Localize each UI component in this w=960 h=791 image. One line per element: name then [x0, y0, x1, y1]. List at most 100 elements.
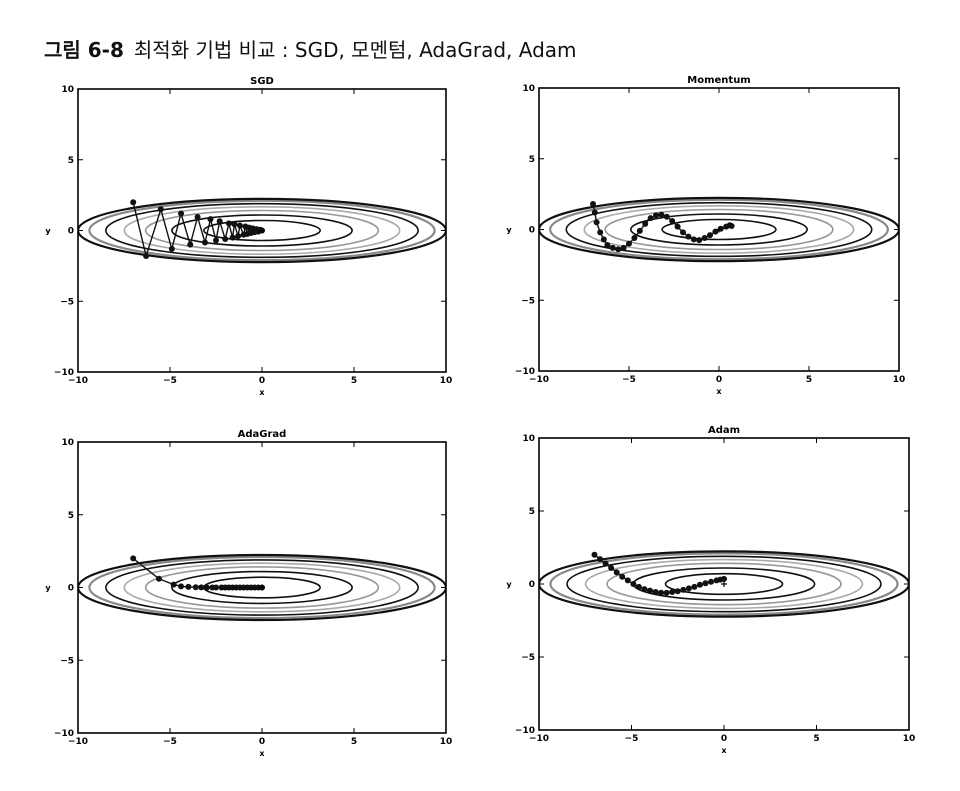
optimizer-path-point [222, 235, 229, 242]
optimizer-path-point [708, 578, 715, 585]
minimum-marker [721, 581, 727, 587]
optimizer-path-point [170, 581, 177, 588]
chart-title: SGD [250, 76, 274, 87]
y-tick-label: 0 [529, 580, 535, 590]
optimizer-path-point [636, 227, 643, 234]
optimizer-path-point [642, 220, 649, 227]
x-axis-label: x [259, 749, 265, 758]
contour-line [583, 205, 855, 254]
optimizer-path-point [590, 201, 596, 208]
optimizer-path-point [198, 584, 205, 591]
optimizer-path-point [236, 222, 243, 229]
optimizer-path-point [157, 206, 164, 213]
subplot-3: −10 −5 0 5 10 −10 −5 0 5 10 Adam x y [506, 425, 915, 755]
optimizer-path-point [653, 212, 659, 219]
y-axis-label: y [45, 584, 51, 593]
optimizer-path-point [155, 575, 162, 582]
y-tick-label: −5 [60, 656, 74, 666]
contour-line [123, 562, 401, 613]
optimizer-path-point [597, 229, 604, 236]
optimizer-path-point [647, 215, 654, 222]
contour-line [105, 202, 419, 259]
chart-title: AdaGrad [238, 429, 287, 440]
contour-line [661, 218, 777, 241]
y-tick-label: −5 [60, 297, 74, 307]
x-tick-label: 0 [259, 737, 265, 747]
x-tick-label: 10 [440, 376, 453, 386]
optimizer-path-point [235, 233, 242, 240]
y-axis-label: y [45, 227, 51, 236]
optimizer-path-point [624, 577, 631, 584]
x-tick-label: 0 [716, 375, 722, 385]
y-axis-label: y [506, 226, 512, 235]
contour-group [78, 197, 446, 264]
optimizer-path-point [216, 218, 223, 225]
y-axis-label: y [506, 580, 512, 589]
y-tick-label: 10 [61, 85, 74, 95]
optimizer-path-point [620, 244, 627, 251]
optimizer-path-point [194, 214, 201, 221]
optimizer-path-point [721, 575, 727, 582]
y-tick-label: 10 [522, 84, 535, 94]
x-tick-label: 5 [806, 375, 812, 385]
optimizer-path-point [591, 551, 598, 558]
x-tick-label: −10 [529, 375, 549, 385]
contour-line [105, 559, 419, 616]
optimizer-path-point [178, 583, 185, 590]
contour-line [606, 562, 842, 606]
y-tick-label: 5 [68, 156, 74, 166]
x-tick-label: 0 [259, 376, 265, 386]
y-tick-label: −10 [54, 729, 74, 739]
optimizer-path-point [696, 237, 703, 244]
contour-line [539, 550, 909, 618]
optimizer-path-point [680, 229, 686, 236]
optimizer-path-point [647, 587, 653, 594]
minimum-marker [259, 227, 265, 234]
x-tick-label: −5 [625, 734, 639, 744]
x-axis-label: x [259, 388, 265, 397]
x-tick-label: 5 [813, 734, 819, 744]
optimizer-path-point [604, 242, 611, 249]
y-tick-label: −10 [54, 368, 74, 378]
optimizer-path-point [591, 209, 598, 216]
optimizer-path-point [600, 236, 607, 243]
x-tick-label: −5 [163, 376, 177, 386]
contour-line [565, 201, 873, 258]
optimizer-path-point [712, 228, 719, 235]
y-tick-label: −10 [515, 367, 535, 377]
optimizer-path-point [185, 583, 192, 590]
y-tick-label: 10 [522, 434, 535, 444]
optimizer-path-point [663, 213, 670, 220]
chart-title: Momentum [687, 75, 750, 86]
optimizer-path-point [685, 233, 692, 240]
x-tick-label: 10 [903, 734, 916, 744]
optimizer-path-point [635, 583, 642, 590]
optimizer-path-point [613, 569, 620, 576]
contour-line [78, 197, 446, 264]
figure-caption: 그림 6-8 최적화 기법 비교 : SGD, 모멘텀, AdaGrad, Ada… [44, 34, 577, 63]
contour-line [630, 213, 808, 246]
optimizer-path-point [690, 236, 697, 243]
optimizer-path-point [701, 234, 708, 241]
x-tick-label: 5 [351, 737, 357, 747]
optimizer-path-point [213, 237, 219, 244]
y-tick-label: 0 [68, 227, 74, 237]
contour-line [144, 209, 380, 252]
x-tick-label: −10 [68, 737, 88, 747]
y-tick-label: 10 [61, 438, 74, 448]
optimizer-path-point [619, 573, 626, 580]
optimizer-path-point [593, 219, 600, 226]
optimizer-path-point [187, 241, 194, 248]
minimum-marker [716, 226, 722, 233]
contour-group [539, 196, 899, 263]
contour-line [549, 198, 889, 261]
optimizer-path-point [178, 210, 185, 217]
contour-line [88, 555, 436, 620]
x-tick-label: −10 [68, 376, 88, 386]
contour-line [584, 558, 864, 610]
optimizer-path-point [143, 252, 150, 259]
optimizer-path-point [663, 589, 670, 596]
optimizer-path-point [608, 564, 615, 571]
optimizer-path-point [674, 588, 681, 595]
optimizer-path-point [168, 245, 175, 252]
